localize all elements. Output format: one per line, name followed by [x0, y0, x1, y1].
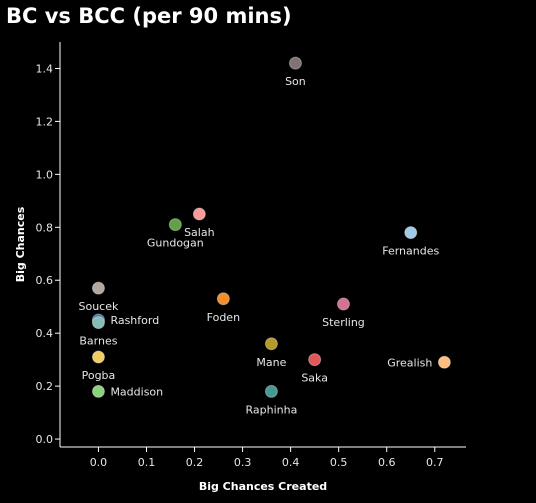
point-label: Gundogan — [147, 237, 204, 250]
data-point[interactable] — [91, 316, 105, 330]
x-axis-title: Big Chances Created — [199, 480, 327, 493]
data-point[interactable] — [437, 355, 451, 369]
x-tick-label: 0.3 — [234, 456, 252, 469]
point-label: Grealish — [387, 356, 432, 369]
data-point[interactable] — [288, 56, 302, 70]
point-label: Salah — [184, 226, 215, 239]
point-label: Barnes — [79, 335, 117, 348]
data-point[interactable] — [91, 384, 105, 398]
x-tick-label: 0.6 — [378, 456, 396, 469]
data-point[interactable] — [264, 337, 278, 351]
y-tick-label: 1.4 — [36, 62, 54, 75]
point-label: Maddison — [110, 385, 163, 398]
y-tick-label: 0.4 — [36, 327, 54, 340]
x-tick-label: 0.7 — [426, 456, 444, 469]
data-point[interactable] — [404, 226, 418, 240]
y-axis-title: Big Chances — [14, 206, 27, 282]
data-point[interactable] — [264, 384, 278, 398]
y-tick-label: 1.2 — [36, 115, 54, 128]
point-label: Saka — [301, 372, 328, 385]
x-tick-label: 0.5 — [330, 456, 348, 469]
y-tick-label: 0.2 — [36, 380, 54, 393]
point-label: Pogba — [82, 369, 116, 382]
x-tick-label: 0.0 — [90, 456, 108, 469]
y-tick-label: 0.8 — [36, 221, 54, 234]
point-label: Foden — [207, 311, 240, 324]
axes — [59, 42, 466, 448]
data-point[interactable] — [91, 281, 105, 295]
chart-title: BC vs BCC (per 90 mins) — [6, 4, 292, 28]
point-label: Fernandes — [382, 245, 439, 258]
x-tick-label: 0.2 — [186, 456, 204, 469]
x-tick-label: 0.1 — [138, 456, 156, 469]
point-label: Raphinha — [245, 403, 297, 416]
data-point[interactable] — [308, 353, 322, 367]
y-tick-label: 1.0 — [36, 168, 54, 181]
x-axis-ticks: 0.0 0.1 0.2 0.3 0.4 0.5 0.6 0.7 — [90, 447, 444, 469]
y-axis-ticks: 0.0 0.2 0.4 0.6 0.8 1.0 1.2 1.4 — [36, 62, 60, 446]
point-label: Soucek — [79, 300, 119, 313]
point-label: Rashford — [110, 314, 159, 327]
data-point[interactable] — [192, 207, 206, 221]
point-label: Sterling — [322, 316, 365, 329]
point-label: Mane — [256, 356, 286, 369]
x-tick-label: 0.4 — [282, 456, 300, 469]
data-point[interactable] — [336, 297, 350, 311]
data-point[interactable] — [216, 292, 230, 306]
point-label: Son — [285, 75, 306, 88]
data-point[interactable] — [91, 350, 105, 364]
y-tick-label: 0.6 — [36, 274, 54, 287]
y-tick-label: 0.0 — [36, 433, 54, 446]
data-point[interactable] — [168, 218, 182, 232]
